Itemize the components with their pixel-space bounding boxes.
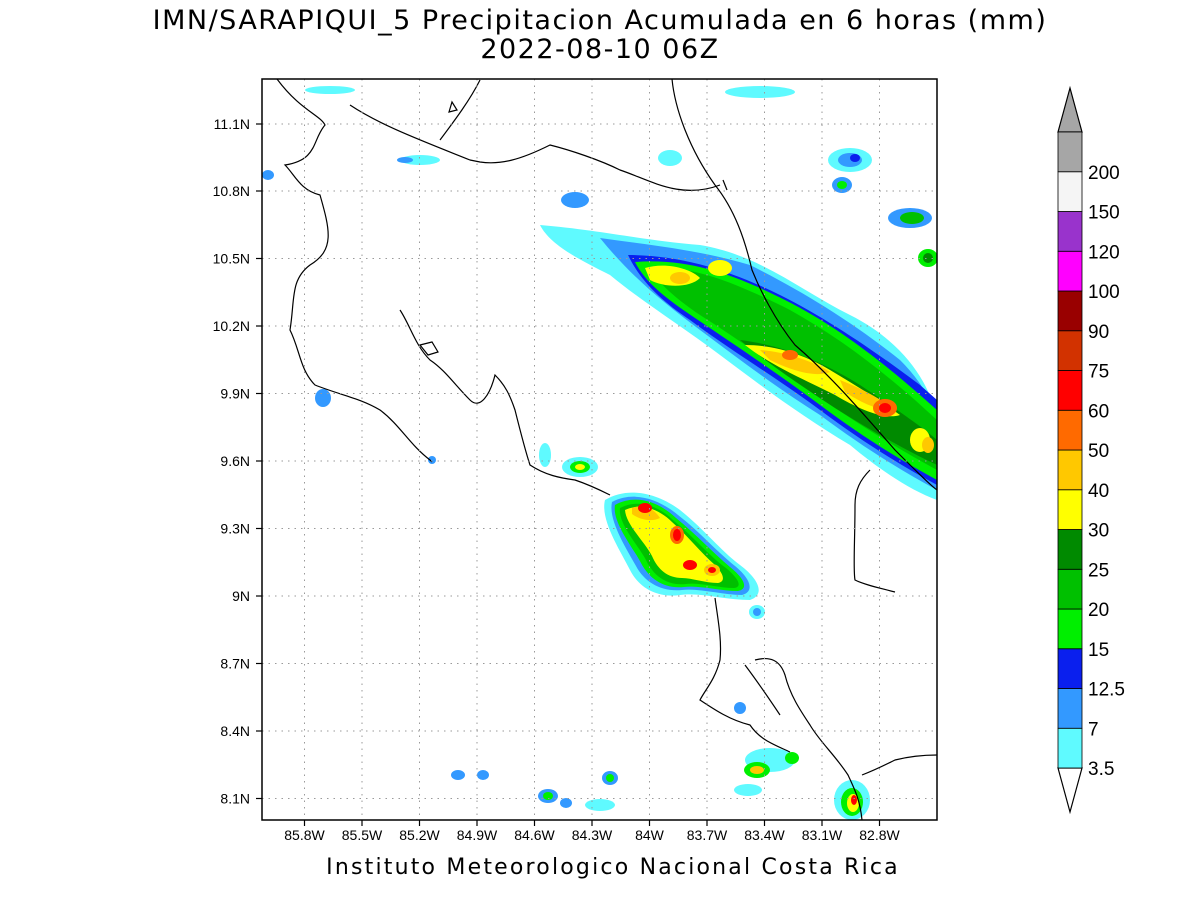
lon-tick-label: 85.5W xyxy=(342,827,383,843)
colorbar-bottom-arrow xyxy=(1057,767,1083,815)
colorbar-label: 20 xyxy=(1088,600,1109,621)
colorbar-swatch xyxy=(1057,608,1083,650)
colorbar-swatch xyxy=(1057,568,1083,610)
colorbar-swatch xyxy=(1057,211,1083,252)
lat-tick-labels: 11.1N 10.8N 10.5N 10.2N 9.9N 9.6N 9.3N 9… xyxy=(213,116,250,807)
colorbar-label: 75 xyxy=(1088,362,1109,383)
lon-tick-label: 83.4W xyxy=(744,827,785,843)
colorbar-swatch xyxy=(1057,290,1083,332)
lat-tick-label: 9.6N xyxy=(220,453,250,469)
lat-tick-label: 10.8N xyxy=(213,183,250,199)
colorbar-label: 90 xyxy=(1088,322,1109,343)
lon-tick-label: 84.6W xyxy=(514,827,555,843)
lon-tick-label: 85.2W xyxy=(399,827,440,843)
lon-tick-label: 83.1W xyxy=(802,827,843,843)
lat-tick-label: 10.2N xyxy=(213,318,250,334)
colorbar-swatch xyxy=(1057,409,1083,451)
colorbar-legend: 3.5 7 12.5 15 20 25 30 40 50 60 75 90 100 120 150 200 xyxy=(1057,85,1125,815)
chart-subtitle-date: 2022-08-10 06Z xyxy=(480,34,720,65)
colorbar-swatch xyxy=(1057,727,1083,769)
lat-tick-label: 8.4N xyxy=(220,723,250,739)
colorbar-label: 25 xyxy=(1088,560,1109,581)
colorbar-swatch xyxy=(1057,688,1083,729)
map-frame xyxy=(261,78,938,821)
chart-title: IMN/SARAPIQUI_5 Precipitacion Acumulada … xyxy=(152,5,1048,36)
precip-cell-south-cluster xyxy=(562,457,765,619)
lat-tick-label: 9.9N xyxy=(220,386,250,402)
colorbar-swatch xyxy=(1057,250,1083,292)
colorbar-label: 30 xyxy=(1088,521,1109,542)
colorbar-label: 100 xyxy=(1088,282,1120,303)
precip-cells-scattered xyxy=(262,86,937,820)
colorbar-label: 40 xyxy=(1088,481,1109,502)
lon-tick-labels: 85.8W 85.5W 85.2W 84.9W 84.6W 84.3W 84W … xyxy=(284,827,900,843)
lat-tick-label: 10.5N xyxy=(213,251,250,267)
lon-tick-label: 84.9W xyxy=(457,827,498,843)
colorbar-label: 12.5 xyxy=(1088,680,1125,701)
colorbar-label: 200 xyxy=(1088,163,1120,184)
colorbar-label: 3.5 xyxy=(1088,759,1114,780)
lat-tick-label: 11.1N xyxy=(214,116,250,132)
colorbar-swatch xyxy=(1057,370,1083,411)
colorbar-swatch xyxy=(1057,648,1083,689)
colorbar-label: 7 xyxy=(1088,719,1099,740)
coastline-outline xyxy=(276,79,937,820)
colorbar-label: 15 xyxy=(1088,640,1109,661)
lon-tick-label: 83.7W xyxy=(687,827,728,843)
footer-credit: Instituto Meteorologico Nacional Costa R… xyxy=(326,855,900,880)
lon-tick-label: 82.8W xyxy=(859,827,900,843)
colorbar-swatch xyxy=(1057,449,1083,491)
colorbar-label: 120 xyxy=(1088,242,1120,263)
precipitation-field xyxy=(262,86,937,820)
lat-tick-label: 8.7N xyxy=(220,656,250,672)
colorbar-swatch xyxy=(1057,330,1083,371)
colorbar-swatch xyxy=(1057,529,1083,570)
colorbar-label: 50 xyxy=(1088,441,1109,462)
lat-tick-label: 9N xyxy=(232,588,250,604)
colorbar-swatch xyxy=(1057,131,1083,173)
precip-cell-north-band xyxy=(540,225,937,500)
axis-tick-marks xyxy=(256,123,881,826)
lon-tick-label: 84.3W xyxy=(572,827,613,843)
lat-tick-label: 9.3N xyxy=(220,521,250,537)
lat-tick-label: 8.1N xyxy=(220,791,250,807)
colorbar-swatch xyxy=(1057,489,1083,530)
lon-tick-label: 85.8W xyxy=(284,827,325,843)
lon-tick-label: 84W xyxy=(635,827,665,843)
colorbar-top-arrow xyxy=(1057,85,1083,133)
colorbar-label: 150 xyxy=(1088,203,1120,224)
colorbar-label: 60 xyxy=(1088,401,1109,422)
map-grid xyxy=(262,79,937,820)
colorbar-swatch xyxy=(1057,171,1083,212)
